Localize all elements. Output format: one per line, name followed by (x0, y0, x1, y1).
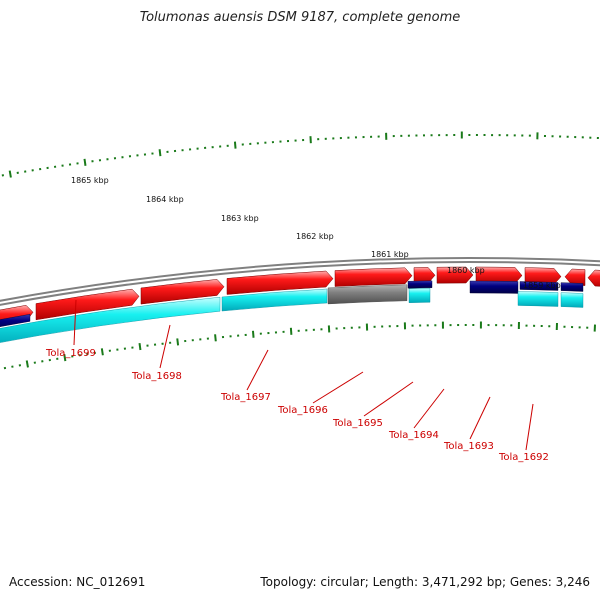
label-pointer-line (73, 299, 77, 346)
gene-features (0, 266, 600, 343)
other-feature-block (327, 284, 408, 305)
ruler-label: 1860 kbp (447, 266, 485, 275)
inner-major-tick (100, 348, 104, 356)
reverse-cds-block (0, 296, 221, 343)
ruler-labels: 1865 kbp 1864 kbp 1863 kbp 1862 kbp 1861… (71, 176, 561, 290)
ruler-ticks (1, 131, 599, 370)
gene-block (0, 314, 31, 327)
label-pointer-line (525, 403, 534, 451)
ruler-label: 1864 kbp (146, 195, 184, 204)
ruler-major-tick (158, 149, 162, 157)
backbone-core (0, 259, 600, 304)
label-pointer-line (469, 396, 491, 440)
gene-label: Tola_1694 (388, 430, 439, 441)
reverse-cds-block (517, 291, 559, 307)
inner-major-tick (251, 330, 255, 338)
gene-label: Tola_1697 (220, 392, 271, 403)
inner-major-tick (214, 334, 217, 342)
ruler-label: 1862 kbp (296, 232, 334, 241)
reverse-cds-block (408, 288, 431, 303)
accession-text: Accession: NC_012691 (9, 575, 146, 589)
inner-major-tick (138, 342, 142, 351)
gene-label: Tola_1692 (498, 452, 549, 463)
label-pointer-line (413, 388, 445, 429)
ruler-major-tick (8, 170, 12, 178)
gene-label: Tola_1696 (277, 405, 328, 416)
label-pointer-line (312, 371, 364, 404)
label-pointer-line (159, 324, 171, 369)
forward-cds-arrow (334, 267, 413, 287)
inner-major-tick (63, 353, 67, 362)
label-pointer-line (363, 381, 414, 417)
gene-labels: Tola_1699 Tola_1698 Tola_1697 Tola_1696 … (45, 348, 549, 463)
backbone (0, 257, 600, 306)
forward-cds-arrow (226, 270, 334, 295)
gene-block (519, 281, 559, 291)
ruler-label: 1861 kbp (371, 250, 409, 259)
label-pointer-line (246, 349, 269, 391)
inner-major-tick (25, 360, 29, 368)
forward-cds-arrow (587, 269, 600, 287)
reverse-cds-block (221, 288, 328, 312)
gene-label: Tola_1693 (443, 441, 494, 452)
reverse-cds-block (560, 292, 584, 308)
gene-label: Tola_1695 (332, 418, 383, 429)
ruler-major-tick (83, 158, 87, 166)
inner-major-tick (176, 338, 180, 346)
forward-cds-arrow (140, 279, 225, 305)
ruler-major-tick (233, 141, 237, 149)
forward-cds-arrow (35, 288, 140, 321)
forward-cds-arrow (436, 266, 474, 284)
gene-block (407, 280, 433, 289)
label-pointers (73, 299, 534, 451)
gene-block (469, 280, 519, 294)
map-title: Tolumonas auensis DSM 9187, complete gen… (139, 10, 461, 25)
ruler-label: 1859 kbp (523, 281, 561, 290)
gene-block (560, 282, 584, 292)
genome-summary-text: Topology: circular; Length: 3,471,292 bp… (260, 575, 590, 589)
gene-label: Tola_1698 (131, 371, 182, 382)
ruler-label: 1863 kbp (221, 214, 259, 223)
gene-label: Tola_1699 (45, 348, 96, 359)
ruler-label: 1865 kbp (71, 176, 109, 185)
